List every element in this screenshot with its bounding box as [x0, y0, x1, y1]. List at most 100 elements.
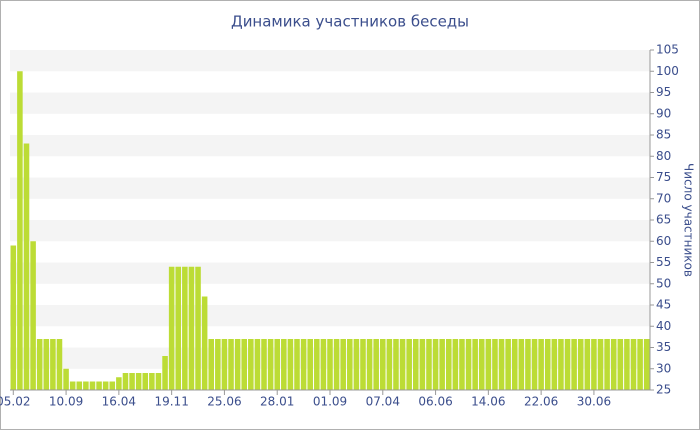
- bar: [505, 339, 511, 390]
- bar: [630, 339, 637, 390]
- bar: [584, 339, 591, 390]
- bar: [333, 339, 340, 390]
- bar: [162, 356, 168, 390]
- y-tick-label: 100: [656, 64, 679, 78]
- bar: [248, 339, 254, 390]
- bar: [492, 339, 498, 390]
- bar: [360, 339, 366, 390]
- bar: [558, 339, 564, 390]
- bar: [610, 339, 617, 390]
- x-tick-label: 01.09: [313, 395, 347, 409]
- grid-band: [10, 305, 650, 327]
- bar: [294, 339, 300, 390]
- bar: [109, 381, 116, 390]
- bar: [327, 339, 333, 390]
- bar: [413, 339, 419, 390]
- x-tick-label: 22.06: [524, 395, 558, 409]
- x-tick-label: 16.04: [102, 395, 136, 409]
- y-tick-label: 35: [656, 340, 671, 354]
- bar: [281, 339, 287, 390]
- bar: [76, 381, 83, 390]
- bar: [531, 339, 538, 390]
- bar: [50, 339, 56, 390]
- x-tick-label: 25.06: [207, 395, 241, 409]
- bar: [241, 339, 247, 390]
- bar: [393, 339, 399, 390]
- grid-band: [10, 50, 650, 72]
- bar: [366, 339, 373, 390]
- bar: [83, 381, 89, 390]
- y-tick-label: 25: [656, 383, 671, 397]
- y-tick-label: 85: [656, 128, 671, 142]
- bar: [320, 339, 327, 390]
- bar: [597, 339, 604, 390]
- bar: [347, 339, 353, 390]
- bar: [624, 339, 630, 390]
- y-tick-label: 70: [656, 191, 671, 205]
- x-tick-label: 10.09: [49, 395, 83, 409]
- y-tick-label: 75: [656, 170, 671, 184]
- bar: [149, 373, 155, 390]
- bar: [287, 339, 294, 390]
- y-tick-label: 95: [656, 85, 671, 99]
- bar: [129, 373, 135, 390]
- bar: [102, 381, 109, 390]
- bar: [274, 339, 280, 390]
- bar: [43, 339, 50, 390]
- bar: [10, 245, 17, 390]
- bar: [155, 373, 162, 390]
- grid-band: [10, 177, 650, 199]
- bar: [116, 377, 122, 390]
- bar: [89, 381, 96, 390]
- bar: [314, 339, 320, 390]
- x-tick-label: 07.04: [366, 395, 400, 409]
- bar: [432, 339, 439, 390]
- bar: [452, 339, 459, 390]
- bar: [564, 339, 571, 390]
- bar: [122, 373, 129, 390]
- bar: [380, 339, 386, 390]
- x-tick-label: 30.06: [577, 395, 611, 409]
- y-tick-label: 105: [656, 43, 679, 57]
- bar: [168, 266, 175, 390]
- bar: [215, 339, 221, 390]
- bar: [23, 143, 30, 390]
- bar: [234, 339, 241, 390]
- x-tick-label: 14.06: [471, 395, 505, 409]
- bar: [577, 339, 584, 390]
- bar: [571, 339, 577, 390]
- bar: [617, 339, 624, 390]
- bar: [419, 339, 426, 390]
- bar: [353, 339, 360, 390]
- bar: [373, 339, 379, 390]
- bar: [182, 266, 188, 390]
- bar: [465, 339, 472, 390]
- bar: [30, 241, 36, 390]
- y-tick-label: 80: [656, 149, 671, 163]
- bar: [221, 339, 228, 390]
- bar: [445, 339, 452, 390]
- chart-title: Динамика участников беседы: [231, 13, 469, 31]
- bar: [228, 339, 234, 390]
- bar: [439, 339, 445, 390]
- bar: [188, 266, 195, 390]
- bar: [142, 373, 149, 390]
- bar: [63, 368, 69, 390]
- y-axis-title: Число участников: [682, 163, 696, 277]
- y-tick-label: 90: [656, 106, 671, 120]
- bar: [637, 339, 643, 390]
- x-tick-label: 06.06: [418, 395, 452, 409]
- x-tick-label: 19.11: [154, 395, 188, 409]
- bar: [208, 339, 215, 390]
- y-tick-label: 50: [656, 276, 671, 290]
- bar: [195, 266, 201, 390]
- bar: [300, 339, 307, 390]
- y-tick-label: 45: [656, 298, 671, 312]
- bar: [135, 373, 142, 390]
- bar: [17, 71, 23, 390]
- bar: [96, 381, 102, 390]
- grid-band: [10, 92, 650, 114]
- bar: [459, 339, 465, 390]
- bar: [538, 339, 544, 390]
